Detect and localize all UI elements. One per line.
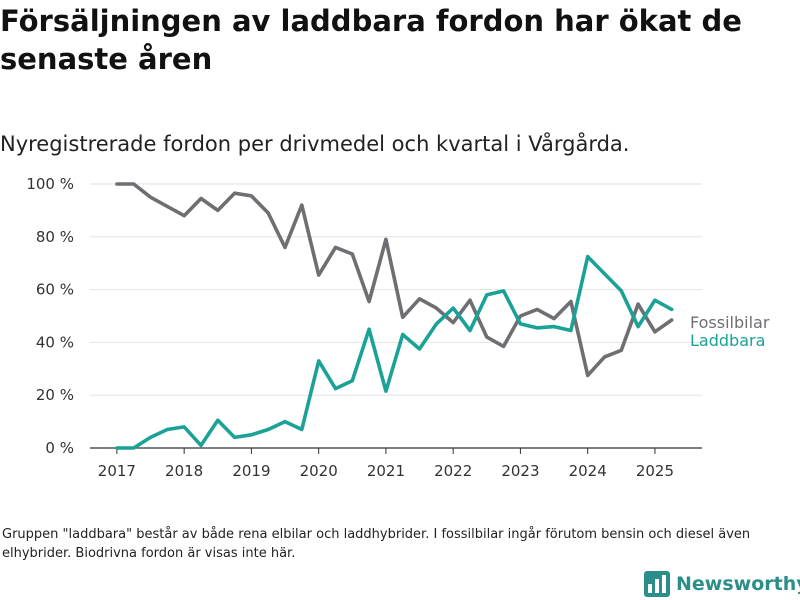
x-tick-label: 2023 (501, 462, 539, 480)
chart-footnote: Gruppen "laddbara" består av både rena e… (2, 527, 751, 561)
x-tick-label: 2022 (434, 462, 472, 480)
x-tick-label: 2020 (300, 462, 338, 480)
x-tick-label: 2021 (367, 462, 405, 480)
newsworthy-logo: Newsworthy (644, 570, 800, 598)
y-tick-label: 100 % (26, 175, 74, 193)
chart-subtitle: Nyregistrerade fordon per drivmedel och … (0, 132, 630, 156)
newsworthy-logo-icon (644, 571, 670, 597)
y-tick-label: 40 % (36, 333, 74, 351)
legend-label-fossilbilar: Fossilbilar (690, 313, 770, 332)
y-tick-label: 0 % (45, 439, 74, 457)
series-line-fossilbilar (115, 182, 674, 378)
x-tick-label: 2018 (165, 462, 203, 480)
legend-label-laddbara: Laddbara (690, 331, 765, 350)
x-tick-label: 2024 (569, 462, 607, 480)
y-tick-label: 20 % (36, 386, 74, 404)
y-tick-label: 60 % (36, 281, 74, 299)
logo-text: Newsworthy (676, 573, 800, 595)
x-tick-label: 2025 (636, 462, 674, 480)
chart-title: Försäljningen av laddbara fordon har öka… (0, 4, 742, 76)
y-tick-label: 80 % (36, 228, 74, 246)
x-tick-label: 2019 (232, 462, 270, 480)
x-tick-label: 2017 (98, 462, 136, 480)
line-chart: 0 % 20 % 40 % 60 % 80 % 100 % 2017 2018 2019 2020… (26, 175, 770, 480)
series-line-laddbara (115, 254, 674, 450)
